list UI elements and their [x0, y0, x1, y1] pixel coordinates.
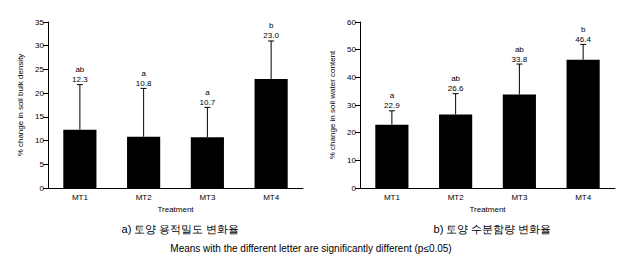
svg-text:MT2: MT2 — [136, 193, 153, 202]
svg-text:% change in soil water content: % change in soil water content — [328, 50, 337, 159]
svg-text:30: 30 — [347, 101, 356, 110]
svg-text:MT1: MT1 — [72, 193, 89, 202]
svg-text:MT3: MT3 — [199, 193, 216, 202]
svg-text:12.3: 12.3 — [72, 75, 88, 84]
svg-text:20: 20 — [35, 89, 44, 98]
svg-text:ab: ab — [451, 74, 460, 83]
svg-text:60: 60 — [347, 18, 356, 27]
svg-text:46.4: 46.4 — [575, 35, 591, 44]
svg-text:26.6: 26.6 — [448, 84, 464, 93]
svg-text:Treatment: Treatment — [469, 205, 506, 214]
svg-text:5: 5 — [40, 160, 45, 169]
svg-text:10.8: 10.8 — [136, 79, 152, 88]
svg-text:50: 50 — [347, 45, 356, 54]
svg-text:35: 35 — [35, 18, 44, 27]
svg-text:20: 20 — [347, 128, 356, 137]
svg-text:a: a — [390, 91, 395, 100]
svg-text:25: 25 — [35, 65, 44, 74]
svg-text:b: b — [269, 21, 274, 30]
svg-text:30: 30 — [35, 41, 44, 50]
svg-text:23.0: 23.0 — [263, 31, 279, 40]
svg-text:ab: ab — [515, 45, 524, 54]
svg-text:Treatment: Treatment — [157, 205, 194, 214]
svg-text:0: 0 — [40, 184, 45, 193]
svg-text:40: 40 — [347, 73, 356, 82]
svg-text:b: b — [581, 25, 586, 34]
svg-text:10: 10 — [35, 136, 44, 145]
svg-text:0: 0 — [352, 184, 357, 193]
svg-text:ab: ab — [75, 65, 84, 74]
svg-text:a) 토양 용적밀도 변화율: a) 토양 용적밀도 변화율 — [122, 223, 240, 235]
svg-text:MT4: MT4 — [263, 193, 280, 202]
svg-text:MT3: MT3 — [511, 193, 528, 202]
svg-text:MT1: MT1 — [384, 193, 401, 202]
svg-text:10.7: 10.7 — [200, 98, 216, 107]
svg-text:10: 10 — [347, 156, 356, 165]
svg-text:b) 토양 수분함량 변화율: b) 토양 수분함량 변화율 — [434, 223, 552, 235]
svg-text:a: a — [141, 69, 146, 78]
svg-text:33.8: 33.8 — [512, 55, 528, 64]
svg-text:MT2: MT2 — [448, 193, 465, 202]
svg-text:MT4: MT4 — [575, 193, 592, 202]
svg-text:Means with the different lette: Means with the different letter are sign… — [170, 243, 451, 254]
svg-text:15: 15 — [35, 112, 44, 121]
svg-text:a: a — [205, 88, 210, 97]
svg-text:% change in soil bulk density: % change in soil bulk density — [16, 54, 25, 157]
svg-text:22.9: 22.9 — [384, 101, 400, 110]
